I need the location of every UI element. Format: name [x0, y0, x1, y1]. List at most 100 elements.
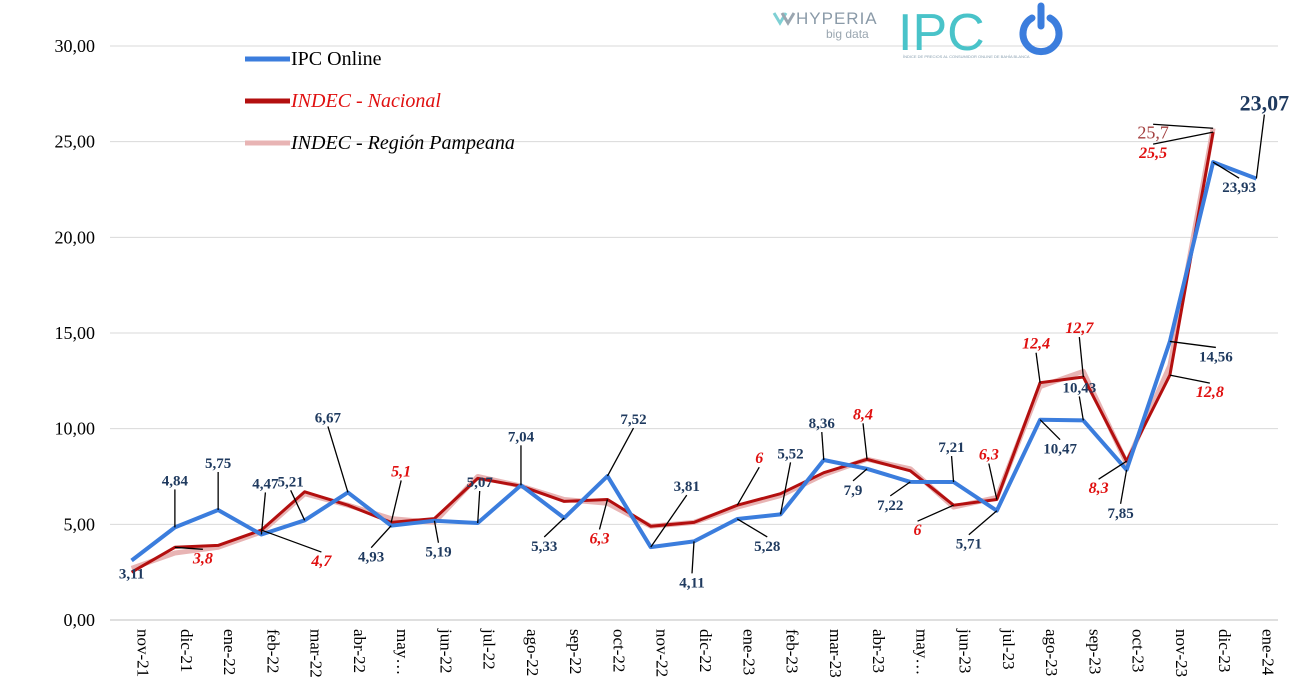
- data-label-ipc-online: 5,75: [205, 456, 231, 472]
- data-label-indec-nacional: 25,5: [1138, 145, 1167, 162]
- data-label-leader: [917, 504, 954, 522]
- x-tick-label: nov-23: [1172, 629, 1191, 677]
- x-tick-label: sep-23: [1085, 629, 1104, 674]
- data-labels: 3,11 4,84 5,75 4,47 5,21 6,67 4,93 5,19 5,07 7,04…: [119, 91, 1289, 592]
- x-tick-label: dic-23: [1215, 629, 1234, 672]
- x-tick-label: ene-23: [739, 629, 758, 675]
- data-label-ipc-online: 7,22: [877, 498, 903, 514]
- data-label-indec-nacional: 4,7: [310, 553, 332, 570]
- data-label-leader: [821, 431, 825, 461]
- x-tick-label: ago-22: [523, 629, 542, 676]
- data-label-leader: [1153, 123, 1214, 129]
- data-label-leader: [889, 481, 911, 497]
- legend-label-indec-nacional: INDEC - Nacional: [290, 90, 441, 112]
- data-label-leader: [1078, 336, 1084, 378]
- data-label-leader: [261, 529, 322, 553]
- x-tick-label: mar-22: [307, 629, 326, 678]
- data-label-indec-nacional: 6: [914, 522, 922, 539]
- x-tick-label: dic-21: [177, 629, 196, 672]
- x-tick-label: oct-23: [1129, 629, 1148, 672]
- data-label-ipc-online: 7,9: [844, 483, 863, 499]
- data-label-leader: [543, 517, 565, 538]
- data-label-leader: [1152, 131, 1214, 145]
- series-lines: [130, 127, 1258, 574]
- data-label-ipc-online: 5,19: [425, 545, 451, 561]
- y-axis-ticks: 0,00 5,00 10,00 15,00 20,00 25,00 30,00: [55, 36, 96, 630]
- y-tick-label: 20,00: [55, 227, 96, 247]
- data-label-leader: [1035, 352, 1041, 383]
- y-tick-label: 5,00: [64, 514, 96, 534]
- data-label-indec-nacional: 6: [755, 450, 763, 467]
- data-label-leader: [736, 518, 768, 538]
- data-label-leader: [1098, 460, 1127, 480]
- x-tick-label: feb-22: [263, 629, 282, 673]
- x-tick-label: oct-22: [609, 629, 628, 672]
- y-tick-label: 0,00: [64, 610, 96, 630]
- data-label-indec-nacional: 8,4: [853, 406, 873, 423]
- power-icon: [1019, 2, 1063, 56]
- x-tick-label: ago-23: [1042, 629, 1061, 676]
- data-label-leader: [606, 427, 635, 477]
- data-label-leader: [650, 494, 688, 548]
- data-label-ipc-online: 7,85: [1107, 506, 1133, 522]
- legend-label-ipc-online: IPC Online: [291, 48, 382, 70]
- data-label-ipc-online: 23,07: [1240, 91, 1290, 116]
- data-label-leader: [950, 455, 955, 483]
- data-label-leader: [370, 525, 392, 549]
- y-tick-label: 15,00: [55, 323, 96, 343]
- data-label-leader: [988, 463, 998, 500]
- data-label-leader: [1255, 114, 1266, 179]
- data-label-ipc-online: 4,84: [162, 473, 189, 489]
- data-label-indec-nacional: 5,1: [391, 463, 411, 480]
- data-label-leader: [433, 520, 440, 543]
- x-axis-ticks: nov-21 dic-21 ene-22 feb-22 mar-22 abr-22 may……: [134, 628, 1278, 678]
- hyperia-ipc-logo: HYPERIA big data IPC ÍNDICE DE PRECIOS A…: [772, 2, 1063, 62]
- data-label-ipc-online: 6,67: [315, 410, 342, 426]
- data-label-leader: [598, 499, 609, 530]
- data-label-ipc-online: 23,93: [1222, 180, 1256, 196]
- data-label-leader: [1169, 340, 1216, 349]
- y-tick-label: 25,00: [55, 132, 96, 152]
- gridlines: [110, 45, 1278, 621]
- data-label-ipc-online: 4,11: [679, 575, 704, 591]
- data-label-ipc-online: 3,81: [674, 479, 700, 495]
- x-tick-label: ene-24: [1258, 629, 1277, 676]
- hyperia-brand-sub: big data: [826, 27, 869, 41]
- data-label-ipc-online: 10,47: [1043, 442, 1077, 458]
- data-label-ipc-online: 5,21: [278, 474, 304, 490]
- x-tick-label: sep-22: [566, 629, 585, 674]
- data-label-leader: [852, 468, 868, 482]
- x-tick-label: nov-21: [134, 629, 153, 677]
- data-label-indec-nacional: 12,4: [1022, 336, 1050, 353]
- x-tick-label: nov-22: [653, 629, 672, 677]
- y-tick-label: 30,00: [55, 36, 96, 56]
- data-label-leader: [477, 490, 481, 524]
- data-label-leader: [1078, 396, 1084, 421]
- data-label-leader: [1119, 469, 1128, 504]
- x-tick-label: dic-22: [696, 629, 715, 672]
- data-label-leader: [1212, 161, 1240, 179]
- data-label-ipc-online: 3,11: [119, 566, 144, 582]
- data-label-leader: [1169, 374, 1210, 384]
- data-label-leader: [691, 541, 695, 574]
- data-label-ipc-online: 8,36: [809, 416, 836, 432]
- data-label-ipc-online: 5,07: [467, 475, 494, 491]
- y-tick-label: 10,00: [55, 419, 96, 439]
- x-tick-label: may…: [393, 629, 412, 675]
- data-label-leader: [327, 426, 349, 493]
- data-label-leader: [968, 510, 998, 536]
- data-label-indec-nacional: 8,3: [1089, 480, 1109, 497]
- data-label-ipc-online: 4,47: [252, 476, 279, 492]
- data-label-indec-nacional: 6,3: [979, 446, 999, 463]
- data-label-leader: [290, 490, 306, 521]
- x-tick-label: ene-22: [220, 629, 239, 675]
- data-label-ipc-online: 7,21: [938, 440, 964, 456]
- x-tick-label: jul-23: [999, 628, 1018, 670]
- data-label-ipc-online: 7,52: [620, 412, 646, 428]
- ipc-logo-text: IPC: [898, 4, 985, 62]
- data-label-ipc-online: 5,52: [777, 446, 803, 462]
- x-tick-label: abr-22: [350, 629, 369, 673]
- data-label-ipc-online: 5,28: [754, 539, 780, 555]
- data-label-indec-nacional: 12,7: [1065, 320, 1094, 337]
